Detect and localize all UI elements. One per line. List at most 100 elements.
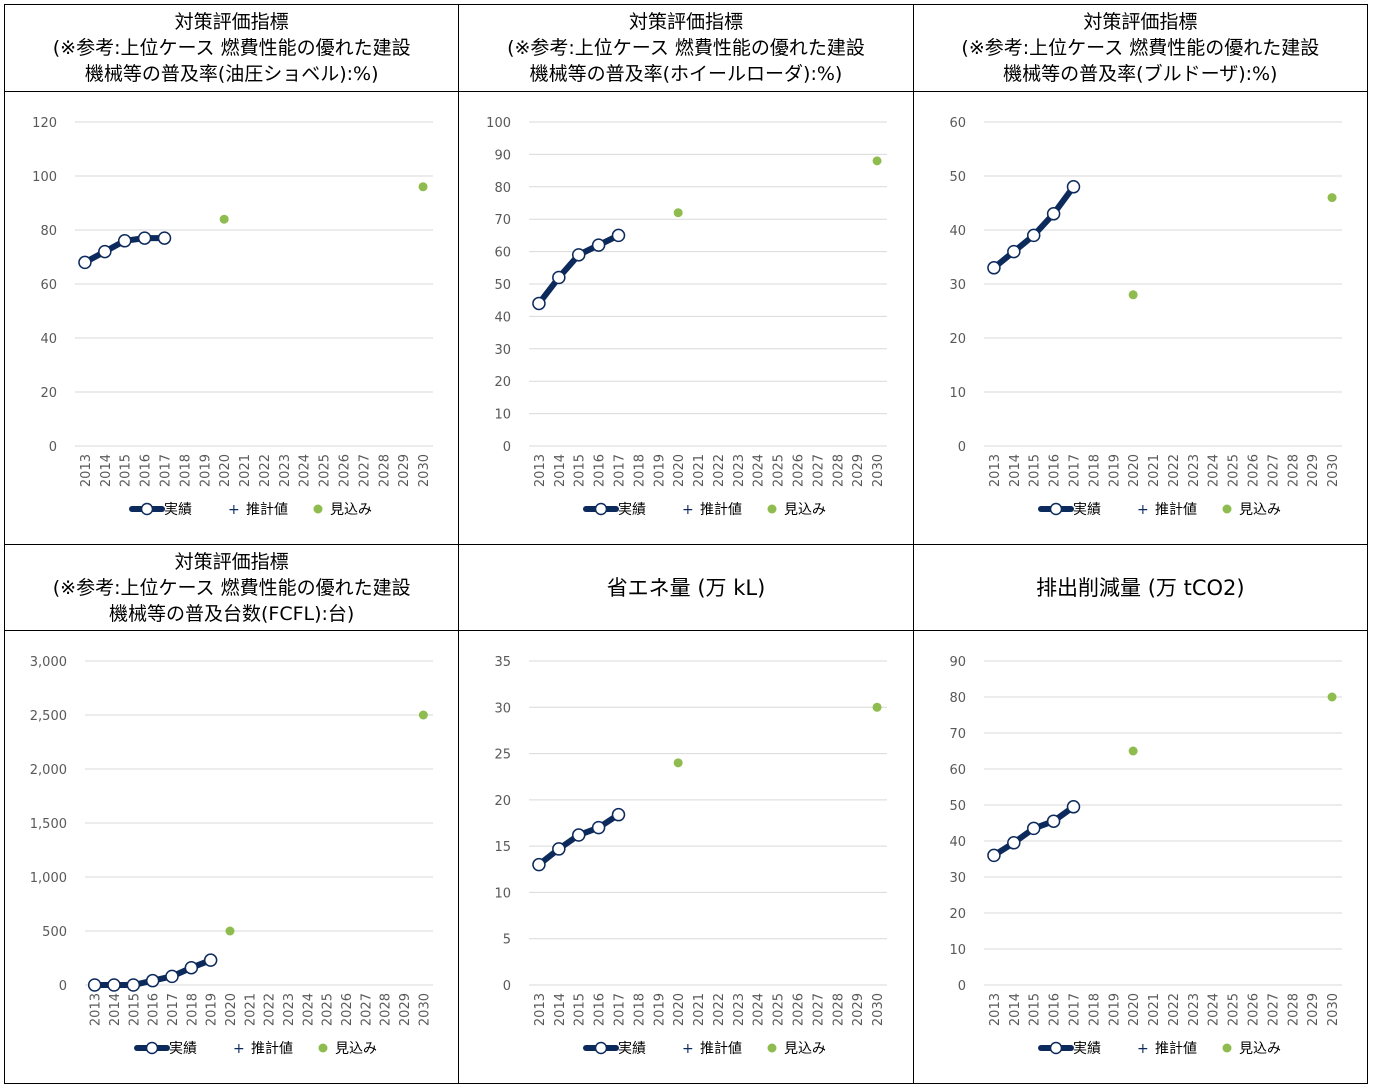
x-tick-label: 2019 [198, 454, 213, 487]
legend-forecast-label: 見込み [1239, 1041, 1281, 1057]
x-tick-label: 2027 [812, 993, 827, 1026]
x-tick-label: 2018 [185, 993, 200, 1026]
y-tick-label: 70 [949, 727, 966, 742]
x-tick-label: 2017 [166, 993, 181, 1026]
panel-title-line: 対策評価指標 [174, 550, 289, 573]
header-cell-1: 対策評価指標 (※参考:上位ケース 燃費性能の優れた建設 機械等の普及率(油圧シ… [3, 4, 460, 92]
x-tick-label: 2028 [379, 993, 394, 1026]
x-tick-label: 2014 [553, 454, 568, 487]
panel-title-line: 機械等の普及率(ホイールローダ):%) [529, 63, 843, 85]
x-tick-label: 2015 [127, 993, 142, 1026]
x-tick-label: 2016 [593, 454, 608, 487]
chart-cell-1: 0 20 40 60 80 100 120 2013 2014 2015 2016 2017 2018 2… [3, 91, 460, 545]
x-tick-label: 2019 [1107, 454, 1122, 487]
actual-point [592, 238, 606, 252]
panel-title-line: 対策評価指標 [1083, 11, 1198, 33]
x-tick-label: 2013 [89, 993, 104, 1026]
x-tick-label: 2015 [119, 454, 134, 487]
x-tick-label: 2023 [732, 454, 747, 487]
x-tick-label: 2013 [533, 993, 548, 1026]
y-tick-label: 35 [495, 655, 512, 670]
y-tick-label: 0 [49, 440, 57, 455]
legend-actual-marker-icon [140, 502, 154, 516]
chart-cell-6: 0 10 20 30 40 50 60 70 80 90 2013 2014 2015 2016 2017 2… [912, 630, 1369, 1084]
x-tick-label: 2020 [672, 454, 687, 487]
x-tick-label: 2021 [1147, 993, 1162, 1026]
y-tick-label: 3,000 [30, 655, 67, 670]
actual-point [1026, 821, 1041, 836]
x-tick-label: 2019 [653, 454, 668, 487]
y-tick-label: 20 [495, 794, 512, 809]
x-tick-label: 2017 [159, 454, 174, 487]
y-tick-label: 90 [949, 655, 966, 670]
x-tick-label: 2015 [573, 993, 588, 1026]
legend-actual-label: 実績 [169, 1041, 197, 1057]
chart-grid: 対策評価指標 (※参考:上位ケース 燃費性能の優れた建設 機械等の普及率(油圧シ… [3, 4, 1369, 1084]
x-tick-label: 2028 [377, 454, 392, 487]
legend: 実績 + 推計値 見込み [134, 1041, 377, 1057]
x-tick-label: 2014 [99, 454, 114, 487]
y-tick-label: 50 [949, 170, 966, 185]
legend-estimate-label: 推計値 [1155, 1041, 1197, 1057]
y-tick-label: 0 [59, 979, 67, 994]
actual-point [552, 842, 566, 856]
forecast-point [872, 156, 882, 166]
y-tick-label: 120 [32, 116, 57, 131]
x-tick-label: 2022 [712, 993, 727, 1026]
y-tick-label: 70 [495, 213, 512, 228]
x-tick-label: 2019 [653, 993, 668, 1026]
actual-point [98, 244, 112, 259]
y-tick-label: 80 [40, 224, 57, 239]
y-tick-label: 60 [949, 116, 966, 131]
x-tick-label: 2026 [338, 454, 353, 487]
x-tick-label: 2023 [278, 454, 293, 487]
panel-title-line: 機械等の普及率(ブルドーザ):%) [1003, 63, 1278, 85]
x-tick-label: 2022 [258, 454, 273, 487]
y-tick-label: 60 [949, 763, 966, 778]
forecast-point [225, 926, 235, 936]
y-tick-label: 100 [487, 116, 512, 131]
y-tick-label: 10 [949, 386, 966, 401]
x-tick-label: 2027 [1266, 454, 1281, 487]
legend-forecast-dot-icon [313, 504, 323, 514]
legend-forecast-dot-icon [1222, 1043, 1232, 1053]
x-tick-label: 2018 [1087, 993, 1102, 1026]
x-tick-label: 2023 [1186, 454, 1201, 487]
forecast-point [219, 214, 229, 224]
actual-point [203, 953, 218, 967]
header-cell-5: 省エネ量 (万 kL) [458, 544, 914, 631]
y-tick-label: 50 [495, 278, 512, 293]
legend-actual-label: 実績 [164, 502, 192, 518]
legend-actual-marker-icon [1049, 1041, 1062, 1055]
legend: 実績 + 推計値 見込み [583, 1041, 826, 1057]
y-tick-label: 30 [949, 871, 966, 886]
forecast-point [673, 208, 683, 218]
y-tick-label: 1,000 [30, 871, 67, 886]
x-tick-label: 2024 [1206, 993, 1221, 1026]
x-tick-label: 2030 [1326, 454, 1341, 487]
actual-point [572, 828, 586, 842]
legend-actual-label: 実績 [1073, 502, 1101, 518]
y-tick-label: 30 [495, 701, 512, 716]
legend-estimate-plus-icon: + [1137, 1041, 1149, 1057]
panel-title-line: 機械等の普及台数(FCFL):台) [108, 602, 355, 625]
legend-actual-label: 実績 [618, 502, 646, 518]
panel-title-line: 機械等の普及率(油圧ショベル):%) [84, 63, 379, 85]
actual-point [532, 296, 547, 311]
x-tick-label: 2026 [1246, 993, 1261, 1026]
legend: 実績 + 推計値 見込み [583, 502, 826, 518]
y-tick-label: 10 [495, 408, 512, 423]
x-tick-label: 2017 [613, 454, 628, 487]
x-tick-label: 2027 [812, 454, 827, 487]
x-tick-label: 2025 [321, 993, 336, 1026]
y-tick-label: 20 [949, 332, 966, 347]
x-tick-label: 2022 [263, 993, 278, 1026]
header-cell-3: 対策評価指標 (※参考:上位ケース 燃費性能の優れた建設 機械等の普及率(ブルド… [912, 4, 1369, 92]
actual-point [612, 807, 626, 822]
forecast-point [1327, 193, 1337, 203]
x-tick-label: 2020 [218, 454, 233, 487]
forecast-point [418, 710, 428, 720]
x-tick-label: 2020 [224, 993, 239, 1026]
legend-forecast-dot-icon [1222, 504, 1232, 514]
